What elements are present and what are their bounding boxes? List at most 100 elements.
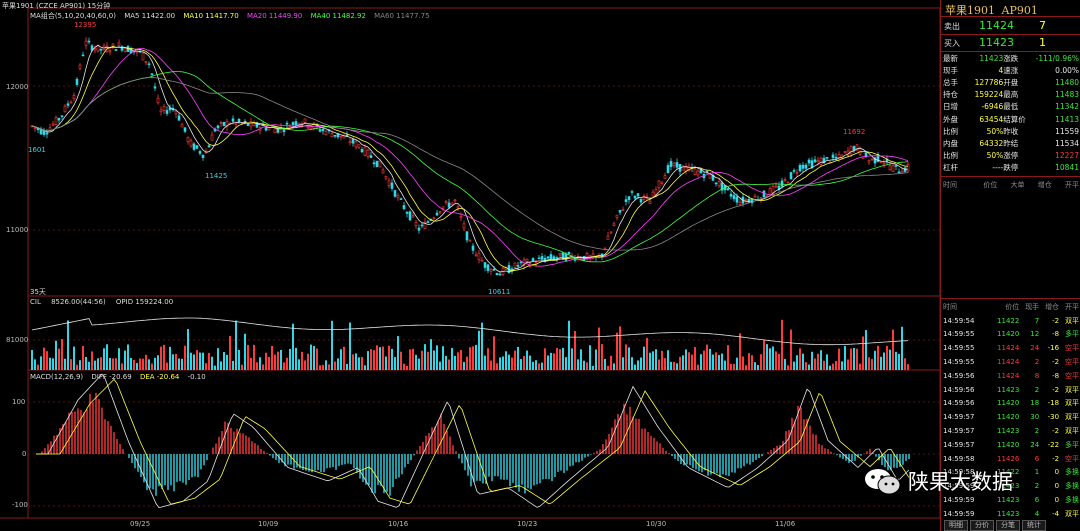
volume-bar [325, 360, 327, 370]
volume-bar [106, 344, 108, 370]
candle-body [51, 123, 55, 126]
tick-row[interactable]: 14:59:55 11424 2 -2 空平 [943, 355, 1079, 369]
volume-bar [307, 353, 309, 370]
candle-body [366, 149, 370, 157]
tick-cell: 11423 [997, 509, 1020, 518]
tick-cell: 双平 [1065, 385, 1079, 394]
candle-body [435, 212, 439, 216]
tick-row[interactable]: 14:59:56 11420 18 -18 双平 [943, 397, 1079, 411]
tick-cell: -2 [1052, 385, 1060, 394]
candle-body [309, 126, 313, 129]
volume-value: 8526.00(44:56) [51, 298, 106, 306]
volume-bar [448, 359, 450, 370]
volume-bar [517, 346, 519, 370]
candle-body [693, 168, 697, 175]
kline-chart[interactable] [0, 0, 940, 531]
quote-row: 日增 -6946 最低 11342 [943, 101, 1079, 113]
tick-cell: 7 [1034, 316, 1040, 325]
tick-cell: 11422 [997, 316, 1020, 325]
quote-label: 结算价 [1003, 114, 1026, 124]
candle-body [183, 127, 187, 132]
volume-bar [577, 359, 579, 370]
volume-bar [814, 358, 816, 370]
tick-cell: 24 [1030, 440, 1040, 449]
quote-value: 11483 [1055, 90, 1079, 100]
volume-bar [253, 344, 255, 370]
tick-row[interactable]: 14:59:57 11423 2 -2 双平 [943, 424, 1079, 438]
tab-detail[interactable]: 明细 [944, 520, 968, 531]
tick-row[interactable]: 14:59:57 11420 30 -30 双平 [943, 410, 1079, 424]
volume-bar [613, 363, 615, 370]
candle-body [795, 172, 799, 174]
volume-bar [535, 360, 537, 370]
volume-bar [826, 354, 828, 370]
volume-bar [859, 363, 861, 370]
candle-body [390, 182, 394, 189]
volume-bar [886, 345, 888, 370]
volume-bar [670, 361, 672, 370]
volume-bar [667, 350, 669, 370]
tick-cell: 14:59:55 [943, 358, 975, 367]
volume-bar [61, 339, 63, 370]
volume-legend: CIL 8526.00(44:56) OPID 159224.00 [30, 298, 173, 306]
chart-area[interactable]: 苹果1901 (CZCE AP901) 15分钟 MA组合(5,10,20,40… [0, 0, 940, 531]
tick-row[interactable]: 14:59:56 11423 2 -2 双平 [943, 383, 1079, 397]
candle-body [687, 165, 691, 171]
candle-body [804, 164, 808, 169]
candle-body [165, 110, 169, 114]
tick-row[interactable]: 14:59:55 11420 12 -8 多平 [943, 328, 1079, 342]
candle-body [729, 193, 733, 197]
volume-bar [364, 365, 366, 370]
tick-row[interactable]: 14:59:59 11423 4 -4 双平 [943, 507, 1079, 521]
tick-cell: 1 [1034, 468, 1040, 477]
volume-bar [319, 365, 321, 370]
volume-bar [691, 354, 693, 370]
tick-header-cell: 增仓 [1037, 180, 1052, 189]
tick-row[interactable]: 14:59:59 11423 2 0 多换 [943, 479, 1079, 493]
date-axis-label: 09/25 [130, 520, 151, 528]
tick-row[interactable]: 14:59:57 11420 24 -22 多平 [943, 438, 1079, 452]
sell-row[interactable]: 卖出 11424 7 [941, 18, 1080, 34]
candle-body [789, 172, 793, 180]
candle-body [216, 125, 220, 129]
volume-bar [238, 349, 240, 370]
candle-body [870, 158, 874, 161]
volume-bar [127, 344, 129, 370]
tick-row[interactable]: 14:59:59 11423 6 0 多换 [943, 493, 1079, 507]
volume-bar [280, 349, 282, 370]
tick-row[interactable]: 14:59:56 11424 8 -8 空平 [943, 369, 1079, 383]
tab-stats[interactable]: 统计 [1022, 520, 1046, 531]
tick-row[interactable]: 14:59:58 11422 1 0 多换 [943, 466, 1079, 480]
volume-bar [271, 345, 273, 370]
candle-body [492, 268, 496, 271]
tick-row[interactable]: 14:59:54 11422 7 -2 双平 [943, 314, 1079, 328]
candle-body [768, 188, 772, 195]
tick-cell: 多换 [1065, 496, 1079, 505]
tick-table[interactable]: 时间 价位 现手 增仓 开平 14:59:54 11422 7 -2 双平 14:59:55 1142… [943, 300, 1079, 521]
volume-bar [412, 348, 414, 370]
volume-bar [646, 337, 648, 370]
buy-row[interactable]: 买入 11423 1 [941, 35, 1080, 51]
volume-bar [685, 349, 687, 370]
quote-value: -111/0.96% [1035, 53, 1079, 63]
tick-header-cell: 价位 [1005, 302, 1020, 311]
volume-bar [163, 344, 165, 370]
volume-bar [568, 320, 570, 370]
tick-row[interactable]: 14:59:55 11424 24 -16 空平 [943, 341, 1079, 355]
tab-price-level[interactable]: 分价 [970, 520, 994, 531]
candle-body [459, 216, 463, 219]
tick-header-cell: 开平 [1065, 180, 1079, 189]
candle-body [408, 211, 412, 221]
volume-bar [121, 363, 123, 370]
volume-bar [454, 355, 456, 370]
tab-ticks[interactable]: 分笔 [996, 520, 1020, 531]
candle-body [498, 273, 502, 276]
tick-cell: 11423 [997, 482, 1020, 491]
tick-row[interactable]: 14:59:58 11426 6 -2 空平 [943, 452, 1079, 466]
volume-bar [709, 348, 711, 370]
volume-bar [367, 351, 369, 370]
tick-cell: 多换 [1065, 468, 1079, 477]
volume-bar [541, 362, 543, 370]
volume-bar [211, 356, 213, 370]
tick-cell: 8 [1034, 371, 1040, 380]
